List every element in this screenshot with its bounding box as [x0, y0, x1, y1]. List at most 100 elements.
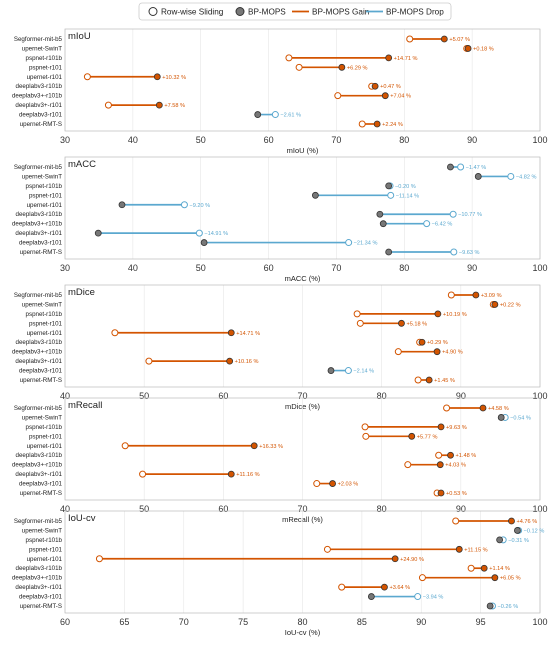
row-wise-point: [387, 191, 395, 199]
x-tick-label: 50: [139, 504, 149, 514]
x-tick-label: 40: [128, 263, 138, 273]
delta-label: +0.29 %: [427, 340, 448, 346]
delta-label: +6.29 %: [347, 65, 368, 71]
x-tick-label: 70: [297, 391, 307, 401]
delta-label: +0.47 %: [380, 84, 401, 90]
row-wise-point: [507, 172, 515, 180]
plot-frame: [64, 28, 541, 132]
legend-filled-circle-icon: [235, 7, 245, 16]
bp-mops-point: [447, 451, 454, 459]
panel-title: mDice: [68, 287, 95, 298]
bp-mops-point: [514, 527, 521, 534]
delta-label: +4.90 %: [442, 350, 463, 356]
bp-mops-point: [491, 574, 499, 582]
row-label: upernet-RMT-S: [20, 121, 62, 128]
panel-title: mRecall: [68, 400, 102, 411]
delta-label: +1.48 %: [456, 453, 477, 459]
row-label: deeplabv3-r101b: [16, 83, 63, 90]
row-label: deeplabv3+-r101: [15, 471, 62, 478]
bp-mops-point: [118, 201, 126, 209]
legend: Row-wise Sliding BP-MOPS BP-MOPS Gain BP…: [138, 2, 452, 21]
bp-mops-point: [338, 63, 346, 71]
bp-mops-point: [455, 545, 463, 553]
x-tick-label: 100: [532, 135, 547, 145]
bp-mops-point: [153, 73, 161, 81]
bp-mops-point: [398, 319, 405, 327]
plot-frame: [64, 156, 541, 260]
x-tick-label: 30: [60, 263, 70, 273]
delta-label: +4.76 %: [517, 519, 538, 525]
row-label: deeplabv3-r101: [19, 112, 63, 119]
bp-mops-point: [385, 54, 393, 62]
legend-label-drop: BP-MOPS Drop: [386, 8, 444, 17]
bp-mops-point: [381, 583, 388, 591]
bp-mops-point: [379, 220, 387, 228]
row-label: pspnet-r101: [29, 546, 63, 553]
bp-mops-point: [418, 338, 426, 346]
row-wise-point: [447, 291, 455, 299]
row-wise-point: [285, 54, 293, 62]
panel-4: 60 65 70 75 80 85 90 95 100 IoU-cv IoU-cv (%) Segfo…: [12, 510, 548, 637]
bp-mops-point: [327, 367, 335, 374]
x-tick-label: 65: [119, 617, 129, 627]
delta-label: +5.07 %: [449, 37, 470, 43]
x-tick-label: 75: [238, 617, 248, 627]
row-label: deeplabv3+-r101b: [12, 93, 63, 100]
bp-mops-point: [367, 593, 375, 600]
delta-label: −4.82 %: [516, 174, 537, 180]
row-wise-point: [404, 461, 412, 469]
bp-mops-point: [94, 229, 102, 237]
bp-mops-point: [474, 173, 482, 180]
row-label: deeplabv3-r101: [19, 368, 63, 375]
x-tick-label: 80: [377, 504, 387, 514]
bp-mops-point: [472, 291, 480, 299]
delta-label: +7.04 %: [390, 94, 411, 100]
delta-label: +4.03 %: [445, 463, 466, 469]
x-axis-label: mIoU (%): [287, 146, 319, 155]
bp-mops-point: [437, 423, 445, 431]
x-tick-label: 95: [476, 617, 486, 627]
delta-label: +11.16 %: [236, 472, 259, 478]
legend-open-circle-icon: [148, 7, 158, 16]
row-wise-point: [353, 310, 361, 318]
x-tick-label: 40: [60, 391, 70, 401]
row-wise-point: [406, 35, 414, 43]
row-wise-point: [121, 442, 129, 450]
delta-label: +4.58 %: [488, 406, 509, 412]
x-tick-label: 70: [179, 617, 189, 627]
bp-mops-point: [464, 45, 472, 52]
delta-label: −0.12 %: [524, 528, 545, 534]
legend-label-bp-mops: BP-MOPS: [248, 8, 286, 17]
x-tick-label: 70: [331, 135, 341, 145]
bp-mops-point: [480, 564, 488, 572]
x-tick-label: 60: [218, 391, 228, 401]
row-wise-point: [435, 451, 443, 459]
row-label: pspnet-r101: [29, 192, 63, 199]
bp-mops-point: [227, 329, 235, 337]
row-wise-point: [361, 423, 369, 431]
delta-label: −6.42 %: [432, 222, 453, 228]
bp-mops-point: [497, 414, 505, 421]
row-wise-point: [334, 92, 342, 100]
delta-label: −10.77 %: [458, 212, 482, 218]
row-label: deeplabv3+-r101: [15, 102, 62, 109]
x-tick-label: 50: [196, 135, 206, 145]
bp-mops-point: [425, 376, 433, 384]
delta-label: +14.71 %: [394, 56, 418, 62]
bp-mops-point: [385, 182, 393, 190]
row-label: upernet-SwinT: [22, 45, 62, 52]
row-wise-point: [313, 480, 321, 488]
x-tick-label: 80: [399, 135, 409, 145]
plot-frame: [64, 397, 541, 501]
delta-label: +0.22 %: [500, 302, 521, 308]
delta-label: −11.14 %: [396, 193, 419, 199]
delta-label: +3.09 %: [481, 293, 502, 299]
bp-mops-point: [479, 404, 487, 412]
row-label: upernet-RMT-S: [20, 490, 62, 497]
delta-label: +1.14 %: [489, 566, 510, 572]
row-label: upernet-RMT-S: [20, 377, 62, 384]
row-label: Segformer-mit-b5: [14, 36, 63, 43]
delta-label: +16.33 %: [259, 444, 283, 450]
